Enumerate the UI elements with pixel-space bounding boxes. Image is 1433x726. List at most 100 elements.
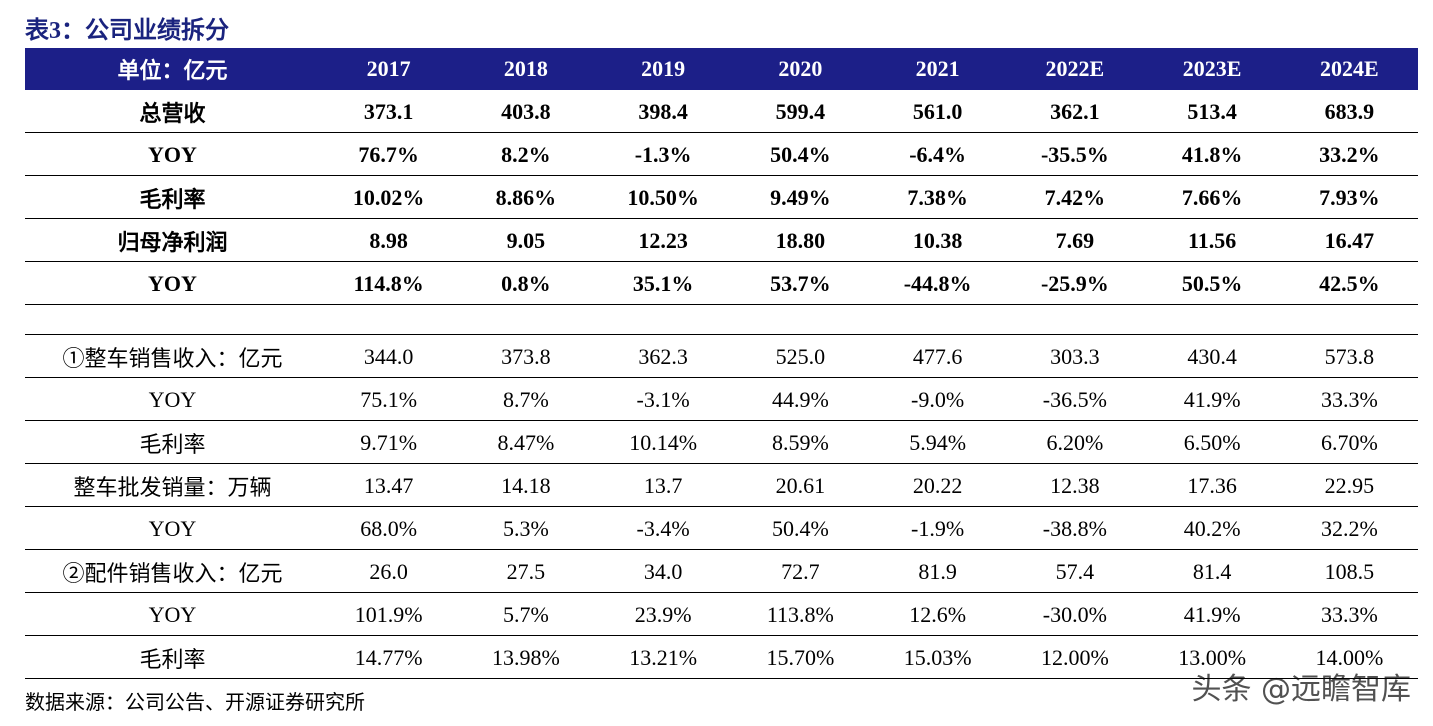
cell-value: 32.2% bbox=[1320, 515, 1378, 541]
cell-value: 5.7% bbox=[502, 601, 549, 627]
cell-value: 101.9% bbox=[354, 601, 423, 627]
row-rule bbox=[25, 463, 1418, 464]
cell-value: 10.02% bbox=[352, 184, 425, 210]
cell-value: 403.8 bbox=[501, 98, 551, 124]
row-rule bbox=[25, 132, 1418, 133]
cell-value: 13.21% bbox=[629, 644, 698, 670]
cell-value: 9.05 bbox=[506, 227, 546, 253]
cell-value: 14.18 bbox=[501, 472, 551, 498]
cell-value: -1.3% bbox=[634, 141, 692, 167]
cell-value: 362.1 bbox=[1050, 98, 1100, 124]
cell-value: 20.61 bbox=[775, 472, 826, 498]
cell-value: 81.9 bbox=[918, 558, 957, 584]
cell-value: 10.14% bbox=[629, 429, 698, 455]
cell-value: 373.8 bbox=[501, 343, 551, 369]
column-header: 单位：亿元 bbox=[117, 58, 228, 83]
row-rule bbox=[25, 420, 1418, 421]
cell-value: 41.9% bbox=[1183, 386, 1241, 412]
cell-value: 7.69 bbox=[1055, 227, 1095, 253]
cell-value: 10.38 bbox=[912, 227, 963, 253]
column-header: 2018 bbox=[503, 56, 548, 81]
cell-value: 513.4 bbox=[1187, 98, 1237, 124]
row-label: YOY bbox=[148, 515, 197, 541]
row-rule bbox=[25, 549, 1418, 550]
cell-value: 14.77% bbox=[354, 644, 423, 670]
cell-value: 35.1% bbox=[632, 270, 694, 296]
cell-value: -6.4% bbox=[909, 141, 967, 167]
row-label: YOY bbox=[148, 386, 197, 412]
cell-value: 9.49% bbox=[770, 184, 831, 210]
cell-value: 303.3 bbox=[1050, 343, 1100, 369]
row-rule bbox=[25, 261, 1418, 262]
cell-value: 599.4 bbox=[775, 98, 826, 124]
cell-value: 12.6% bbox=[909, 601, 967, 627]
cell-value: 8.2% bbox=[501, 141, 551, 167]
cell-value: 41.9% bbox=[1183, 601, 1241, 627]
source: 数据来源：公司公告、开源证券研究所 bbox=[25, 692, 365, 714]
cell-value: 50.5% bbox=[1181, 270, 1243, 296]
cell-value: -9.0% bbox=[911, 386, 965, 412]
cell-value: 40.2% bbox=[1183, 515, 1241, 541]
cell-value: -38.8% bbox=[1042, 515, 1107, 541]
cell-value: 26.0 bbox=[369, 558, 408, 584]
column-header: 2017 bbox=[366, 56, 411, 81]
row-rule bbox=[25, 218, 1418, 219]
row-rule bbox=[25, 506, 1418, 507]
cell-value: 7.66% bbox=[1181, 184, 1243, 210]
cell-value: 12.00% bbox=[1040, 644, 1109, 670]
cell-value: 7.42% bbox=[1044, 184, 1106, 210]
row-rule bbox=[25, 304, 1418, 305]
cell-value: 15.03% bbox=[903, 644, 972, 670]
cell-value: 13.7 bbox=[643, 472, 683, 498]
cell-value: 33.3% bbox=[1320, 386, 1378, 412]
cell-value: 53.7% bbox=[770, 270, 831, 296]
column-header: 2024E bbox=[1320, 56, 1379, 81]
cell-value: 27.5 bbox=[506, 558, 546, 584]
cell-value: 16.47 bbox=[1324, 227, 1375, 253]
cell-value: 13.47 bbox=[363, 472, 414, 498]
cell-value: 561.0 bbox=[912, 98, 963, 124]
watermark: 头条 @远瞻智库 bbox=[1191, 672, 1411, 707]
cell-value: 8.86% bbox=[495, 184, 557, 210]
cell-value: 50.4% bbox=[770, 141, 831, 167]
cell-value: 7.93% bbox=[1319, 184, 1380, 210]
cell-value: 114.8% bbox=[353, 270, 424, 296]
row-rule bbox=[25, 678, 1418, 679]
row-label: 毛利率 bbox=[139, 431, 206, 457]
cell-value: 8.7% bbox=[502, 386, 549, 412]
row-rule bbox=[25, 377, 1418, 378]
cell-value: -35.5% bbox=[1040, 141, 1109, 167]
cell-value: 9.71% bbox=[360, 429, 418, 455]
cell-value: 76.7% bbox=[358, 141, 419, 167]
cell-value: 34.0 bbox=[643, 558, 683, 584]
cell-value: 13.98% bbox=[491, 644, 560, 670]
cell-value: -1.9% bbox=[911, 515, 965, 541]
row-label: YOY bbox=[148, 270, 197, 296]
row-rule bbox=[25, 635, 1418, 636]
cell-value: 430.4 bbox=[1187, 343, 1237, 369]
cell-value: 10.50% bbox=[627, 184, 699, 210]
cell-value: 573.8 bbox=[1324, 343, 1375, 369]
row-label: ②配件销售收入：亿元 bbox=[62, 560, 283, 586]
title: 表3：公司业绩拆分 bbox=[25, 18, 229, 44]
cell-value: 50.4% bbox=[771, 515, 829, 541]
cell-value: -30.0% bbox=[1042, 601, 1107, 627]
cell-value: 18.80 bbox=[775, 227, 826, 253]
cell-value: 362.3 bbox=[638, 343, 688, 369]
row-label: 整车批发销量：万辆 bbox=[73, 474, 272, 500]
cell-value: 33.3% bbox=[1320, 601, 1378, 627]
cell-value: 15.70% bbox=[766, 644, 835, 670]
cell-value: 8.98 bbox=[369, 227, 408, 253]
cell-value: 5.94% bbox=[909, 429, 967, 455]
cell-value: 57.4 bbox=[1055, 558, 1095, 584]
row-rule bbox=[25, 334, 1418, 335]
cell-value: -36.5% bbox=[1042, 386, 1107, 412]
cell-value: 42.5% bbox=[1319, 270, 1380, 296]
cell-value: 75.1% bbox=[360, 386, 418, 412]
row-label: ①整车销售收入：亿元 bbox=[62, 345, 283, 371]
cell-value: 6.70% bbox=[1320, 429, 1378, 455]
row-rule bbox=[25, 592, 1418, 593]
cell-value: 23.9% bbox=[634, 601, 692, 627]
cell-value: 20.22 bbox=[912, 472, 963, 498]
